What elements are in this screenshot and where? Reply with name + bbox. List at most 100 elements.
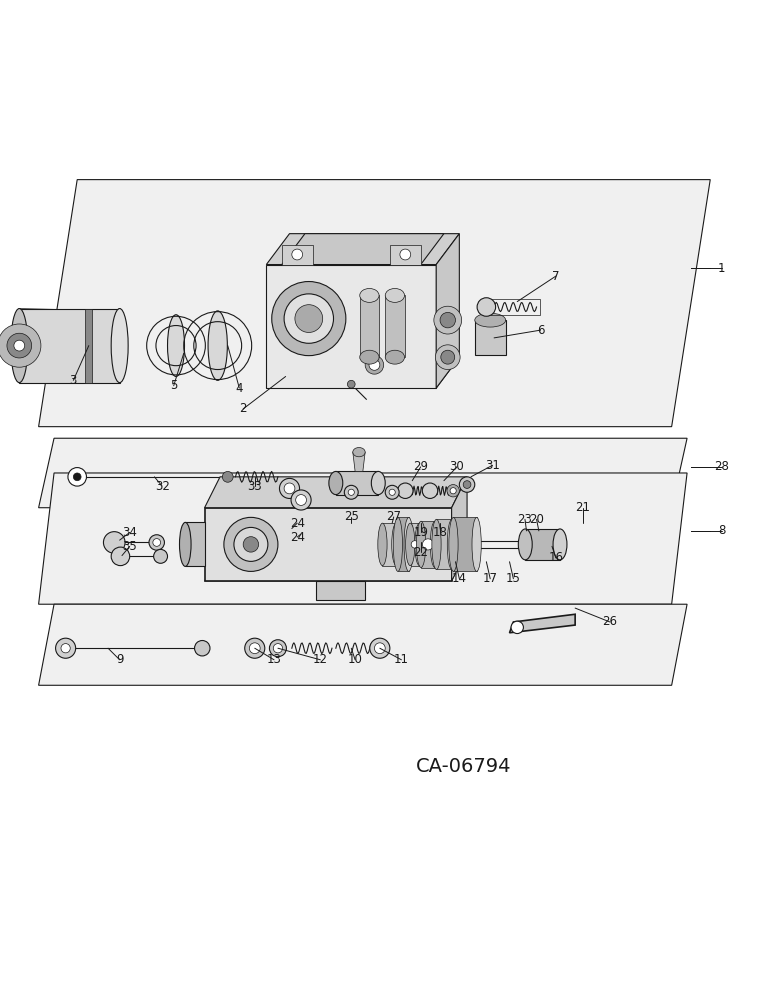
Text: 12: 12	[313, 653, 328, 666]
Circle shape	[111, 547, 130, 566]
Circle shape	[411, 541, 418, 548]
Text: 16: 16	[548, 551, 564, 564]
Circle shape	[68, 468, 86, 486]
Ellipse shape	[518, 529, 532, 560]
Circle shape	[374, 643, 385, 654]
Circle shape	[73, 473, 81, 481]
Text: 19: 19	[413, 526, 428, 539]
Polygon shape	[39, 604, 687, 685]
Circle shape	[103, 532, 125, 553]
Circle shape	[195, 641, 210, 656]
Ellipse shape	[405, 523, 415, 566]
Text: 18: 18	[432, 526, 448, 539]
Text: 32: 32	[154, 480, 170, 493]
Text: CA-06794: CA-06794	[415, 757, 511, 776]
Text: 24: 24	[290, 531, 305, 544]
Circle shape	[440, 312, 455, 328]
Polygon shape	[510, 614, 575, 633]
Ellipse shape	[475, 313, 506, 327]
Circle shape	[441, 350, 455, 364]
Circle shape	[222, 471, 233, 482]
Ellipse shape	[353, 448, 365, 457]
Text: 3: 3	[69, 374, 77, 387]
Polygon shape	[398, 517, 408, 571]
Text: 27: 27	[386, 510, 401, 523]
Polygon shape	[39, 438, 687, 508]
Polygon shape	[266, 357, 459, 388]
Text: 7: 7	[552, 270, 560, 283]
Ellipse shape	[385, 350, 405, 364]
Circle shape	[369, 359, 380, 370]
Circle shape	[389, 489, 395, 495]
Polygon shape	[266, 265, 436, 388]
Circle shape	[434, 306, 462, 334]
Circle shape	[292, 249, 303, 260]
Circle shape	[279, 478, 300, 498]
Ellipse shape	[553, 529, 567, 560]
Ellipse shape	[371, 471, 385, 495]
Polygon shape	[453, 517, 476, 571]
Text: 25: 25	[344, 510, 359, 523]
Circle shape	[61, 644, 70, 653]
Circle shape	[224, 517, 278, 571]
Polygon shape	[85, 309, 92, 383]
Circle shape	[365, 356, 384, 374]
Ellipse shape	[449, 517, 458, 571]
Polygon shape	[360, 295, 379, 357]
Circle shape	[296, 495, 306, 505]
Text: 29: 29	[413, 460, 428, 473]
Circle shape	[511, 621, 523, 634]
Polygon shape	[436, 519, 452, 569]
Text: 15: 15	[506, 572, 521, 585]
Text: 4: 4	[235, 382, 243, 395]
Polygon shape	[336, 471, 378, 495]
Circle shape	[348, 489, 354, 495]
Ellipse shape	[168, 315, 185, 376]
Text: 13: 13	[266, 653, 282, 666]
Text: 28: 28	[714, 460, 730, 473]
Circle shape	[459, 477, 475, 492]
Polygon shape	[525, 529, 560, 560]
Text: 26: 26	[602, 615, 618, 628]
Circle shape	[249, 643, 260, 654]
Text: 24: 24	[290, 517, 305, 530]
Circle shape	[284, 294, 334, 343]
Polygon shape	[205, 508, 452, 581]
Ellipse shape	[432, 519, 441, 569]
Circle shape	[154, 549, 168, 563]
Ellipse shape	[111, 309, 128, 383]
Text: 10: 10	[347, 653, 363, 666]
Circle shape	[422, 483, 438, 498]
Circle shape	[269, 640, 286, 657]
Circle shape	[149, 535, 164, 550]
Text: 34: 34	[122, 526, 137, 539]
Text: 17: 17	[482, 572, 498, 585]
Text: 11: 11	[394, 653, 409, 666]
Ellipse shape	[378, 523, 387, 566]
Polygon shape	[390, 245, 421, 265]
Circle shape	[7, 333, 32, 358]
Circle shape	[435, 345, 460, 370]
Polygon shape	[282, 234, 444, 265]
Polygon shape	[39, 473, 687, 604]
Circle shape	[284, 483, 295, 494]
Circle shape	[0, 324, 41, 367]
Ellipse shape	[11, 309, 28, 383]
Polygon shape	[382, 523, 396, 566]
Text: 23: 23	[517, 513, 533, 526]
Circle shape	[295, 305, 323, 332]
Ellipse shape	[416, 521, 425, 568]
Polygon shape	[436, 234, 459, 388]
Polygon shape	[205, 550, 467, 581]
Text: 22: 22	[413, 546, 428, 559]
Circle shape	[400, 249, 411, 260]
Polygon shape	[19, 309, 120, 383]
Polygon shape	[266, 234, 459, 265]
Circle shape	[344, 485, 358, 499]
Text: 9: 9	[116, 653, 124, 666]
Text: 33: 33	[247, 480, 262, 493]
Polygon shape	[410, 523, 419, 566]
Circle shape	[291, 490, 311, 510]
Ellipse shape	[208, 311, 227, 380]
Polygon shape	[475, 320, 506, 355]
